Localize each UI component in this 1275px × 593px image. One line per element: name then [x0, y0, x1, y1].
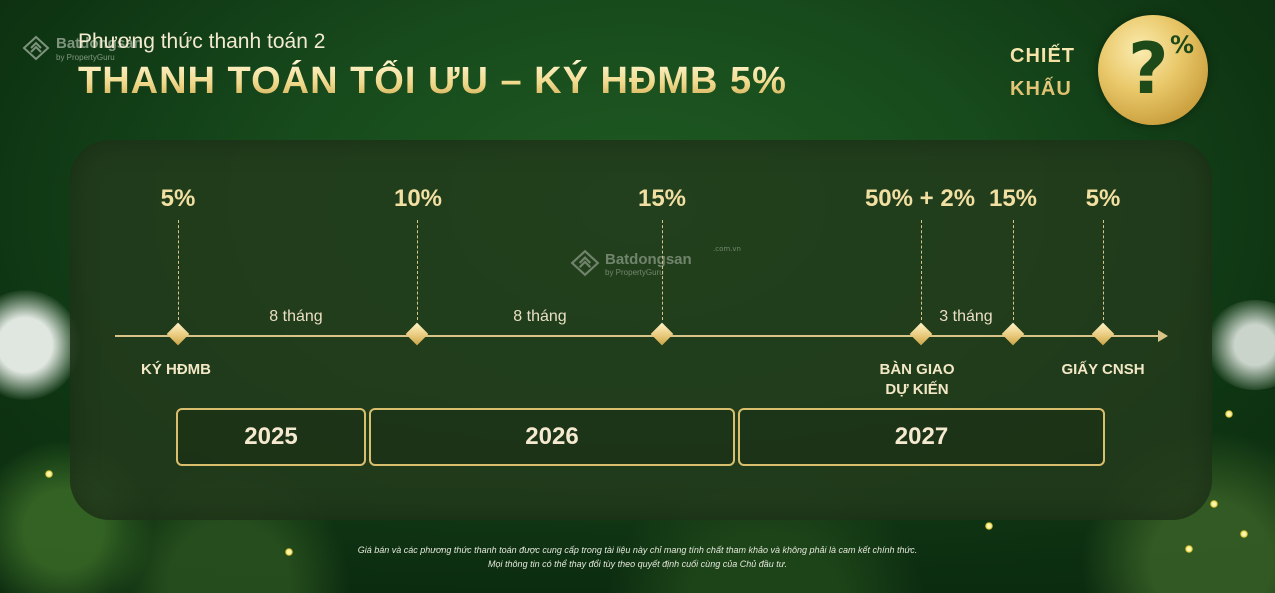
firefly	[1225, 410, 1233, 418]
firefly	[985, 522, 993, 530]
timeline-axis	[115, 335, 1160, 337]
center-watermark-sub: by PropertyGuru	[605, 268, 664, 277]
discount-label-line1: CHIẾT	[1010, 45, 1075, 67]
discount-label-line2: KHẤU	[1010, 78, 1072, 100]
year-label: 2027	[894, 423, 949, 450]
year-label: 2025	[244, 423, 298, 450]
milestone-handover-line1: BÀN GIAO	[879, 361, 955, 378]
dashed-connector	[1013, 220, 1014, 320]
year-box: 2025	[176, 408, 366, 466]
firefly	[45, 470, 53, 478]
payment-percent: 15%	[988, 185, 1038, 212]
page-title: THANH TOÁN TỐI ƯU – KÝ HĐMB 5%	[78, 60, 787, 102]
payment-percent: 50% + 2%	[864, 185, 976, 212]
duration-label: 3 tháng	[939, 308, 993, 325]
dashed-connector	[178, 220, 179, 320]
cloud-right	[1205, 300, 1275, 390]
center-watermark-domain: .com.vn	[713, 245, 741, 253]
center-watermark: .com.vn Batdongsan by PropertyGuru	[570, 245, 741, 278]
milestone-certificate-label: GIẤY CNSH	[1061, 361, 1145, 378]
disclaimer: Giá bán và các phương thức thanh toán đư…	[0, 543, 1275, 571]
page-subtitle: Phương thức thanh toán 2	[78, 30, 326, 53]
dashed-connector	[417, 220, 418, 320]
payment-percent: 10%	[393, 185, 443, 212]
payment-percent: 5%	[1085, 185, 1121, 212]
duration-label: 8 tháng	[513, 308, 567, 325]
firefly	[1185, 545, 1193, 553]
disclaimer-line1: Giá bán và các phương thức thanh toán đư…	[357, 545, 918, 555]
disclaimer-line2: Mọi thông tin có thể thay đổi tùy theo q…	[488, 559, 787, 569]
dashed-connector	[921, 220, 922, 320]
watermark-brand: Batdongsan	[56, 34, 143, 52]
house-logo-icon	[570, 249, 600, 277]
watermark-logo: Batdongsan by PropertyGuru	[22, 34, 143, 62]
percent-mark: %	[1170, 31, 1195, 59]
question-mark-icon: ?	[1128, 28, 1169, 110]
arrow-right-icon	[1158, 330, 1168, 342]
discount-badge: ? %	[1098, 15, 1208, 125]
house-logo-icon	[22, 35, 50, 61]
milestone-handover-line2: DỰ KIẾN	[885, 381, 949, 398]
firefly	[285, 548, 293, 556]
year-box: 2026	[369, 408, 735, 466]
watermark-sub: by PropertyGuru	[56, 52, 115, 62]
year-label: 2026	[525, 423, 579, 450]
payment-percent: 5%	[160, 185, 196, 212]
milestone-sign-label: KÝ HĐMB	[141, 361, 211, 378]
dashed-connector	[1103, 220, 1104, 320]
year-box: 2027	[738, 408, 1105, 466]
payment-percent: 15%	[637, 185, 687, 212]
dashed-connector	[662, 220, 663, 320]
firefly	[1240, 530, 1248, 538]
milestone-handover-label: BÀN GIAO DỰ KIẾN	[880, 360, 955, 400]
firefly	[1210, 500, 1218, 508]
discount-label: CHIẾT KHẤU	[1010, 40, 1090, 106]
duration-label: 8 tháng	[269, 308, 323, 325]
center-watermark-brand: Batdongsan	[605, 251, 692, 268]
